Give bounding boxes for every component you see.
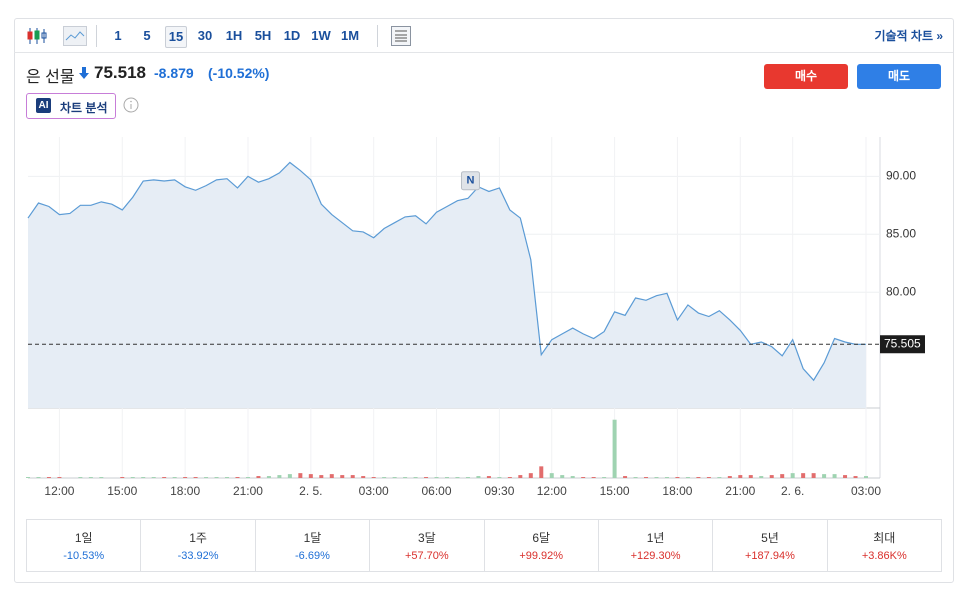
period-change: -33.92% <box>177 550 219 562</box>
period-label: 5년 <box>761 531 779 545</box>
performance-cell: 5년 +187.94% <box>712 519 828 572</box>
performance-row: 1일 -10.53% 1주 -33.92% 1달 -6.69% 3달 +57.70% 6달 +99… <box>25 519 943 572</box>
period-label: 1달 <box>303 531 322 545</box>
performance-cell: 1년 +129.30% <box>597 519 714 572</box>
period-change: +3.86K% <box>861 550 907 562</box>
instrument-name: 은 선물 <box>26 69 75 86</box>
period-label: 3달 <box>417 531 436 545</box>
period-change: -10.53% <box>63 550 105 562</box>
buy-button[interactable]: 매수 <box>764 64 848 89</box>
period-change: +187.94% <box>745 550 795 562</box>
interval-button[interactable]: 1 <box>114 28 122 43</box>
period-label: 1년 <box>646 531 665 545</box>
price: 75.518 <box>94 63 146 82</box>
sell-button[interactable]: 매도 <box>857 64 941 89</box>
interval-button[interactable]: 1H <box>225 28 243 43</box>
interval-button[interactable]: 15 <box>165 26 187 48</box>
ai-label: 차트 분석 <box>60 101 108 115</box>
line-icon[interactable] <box>63 26 87 46</box>
info-icon[interactable] <box>123 97 139 113</box>
technical-chart-link[interactable]: 기술적 차트 » <box>874 29 943 43</box>
interval-button[interactable]: 5H <box>254 28 272 43</box>
widget-frame <box>14 18 954 583</box>
period-label: 1주 <box>189 531 207 545</box>
down-arrow <box>79 67 89 79</box>
performance-cell: 최대 +3.86K% <box>826 519 943 572</box>
change: -8.879 <box>154 65 194 81</box>
interval-button[interactable]: 1M <box>340 28 360 43</box>
separator <box>377 25 378 47</box>
performance-cell: 3달 +57.70% <box>369 519 485 572</box>
performance-cell: 1일 -10.53% <box>25 519 142 572</box>
period-label: 1일 <box>74 531 93 545</box>
change-percent: (-10.52%) <box>208 65 270 81</box>
table-icon[interactable] <box>391 26 411 46</box>
interval-button[interactable]: 1D <box>283 28 301 43</box>
candle-icon[interactable] <box>26 26 48 46</box>
performance-cell: 1달 -6.69% <box>254 519 371 572</box>
interval-button[interactable]: 5 <box>143 28 151 43</box>
performance-table: 1일 -10.53% 1주 -33.92% 1달 -6.69% 3달 +57.70% 6달 +99… <box>25 519 943 572</box>
performance-cell: 1주 -33.92% <box>140 519 256 572</box>
period-change: -6.69% <box>295 550 330 562</box>
period-change: +129.30% <box>630 550 681 562</box>
period-change: +57.70% <box>404 550 449 562</box>
performance-cell: 6달 +99.92% <box>483 519 599 572</box>
interval-button[interactable]: 30 <box>197 28 213 43</box>
period-label: 최대 <box>873 531 896 545</box>
interval-button[interactable]: 1W <box>311 28 331 43</box>
separator <box>96 25 97 47</box>
period-change: +99.92% <box>519 550 564 562</box>
ai-analysis-button[interactable]: AI 차트 분석 <box>26 93 116 119</box>
period-label: 6달 <box>532 531 551 545</box>
ai-badge: AI <box>36 98 51 113</box>
toolbar: 1 5 15 30 1H 5H 1D 1W 1M 기술적 차트 » <box>14 19 953 53</box>
